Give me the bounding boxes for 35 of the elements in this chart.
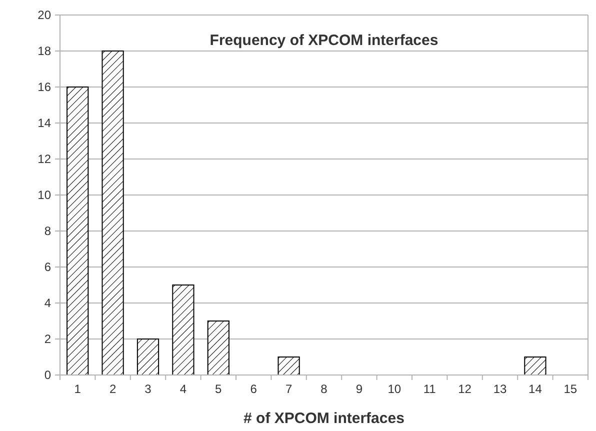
- x-tick-label: 8: [320, 382, 328, 396]
- bar: [278, 356, 300, 376]
- x-tick-label: 7: [285, 382, 292, 396]
- y-tick-label: 12: [38, 152, 52, 166]
- x-axis-title: # of XPCOM interfaces: [244, 410, 404, 427]
- x-tick-label: 11: [423, 382, 436, 396]
- x-tick-label: 13: [493, 382, 507, 396]
- x-tick-label: 5: [215, 382, 222, 396]
- x-tick-label: 6: [250, 382, 258, 396]
- y-tick-label: 6: [44, 260, 52, 274]
- y-tick-label: 14: [38, 116, 52, 130]
- y-tick-label: 10: [38, 188, 52, 202]
- x-tick-label: 15: [564, 382, 578, 396]
- y-tick-label: 18: [38, 44, 52, 58]
- y-tick-label: 16: [38, 80, 52, 94]
- y-tick-label: 4: [44, 296, 52, 310]
- bar: [102, 50, 124, 376]
- y-tick-label: 8: [44, 224, 52, 238]
- x-tick-label: 1: [74, 382, 82, 396]
- bar: [66, 86, 89, 376]
- x-tick-label: 10: [388, 382, 402, 396]
- bar: [136, 338, 160, 376]
- text: Frequency of XPCOM interfaces: [210, 32, 438, 49]
- x-tick-label: 3: [144, 382, 152, 396]
- bar: [207, 320, 230, 376]
- x-tick-label: 14: [528, 382, 542, 396]
- x-tick-label: 2: [109, 382, 116, 396]
- bar: [172, 284, 194, 376]
- bar: [524, 356, 546, 376]
- y-tick-label: 2: [44, 332, 52, 346]
- y-tick-label: 20: [38, 8, 52, 22]
- x-tick-label: 4: [180, 382, 187, 396]
- y-tick-label: 0: [44, 368, 52, 382]
- x-tick-label: 12: [458, 382, 472, 396]
- x-tick-label: 9: [356, 382, 363, 396]
